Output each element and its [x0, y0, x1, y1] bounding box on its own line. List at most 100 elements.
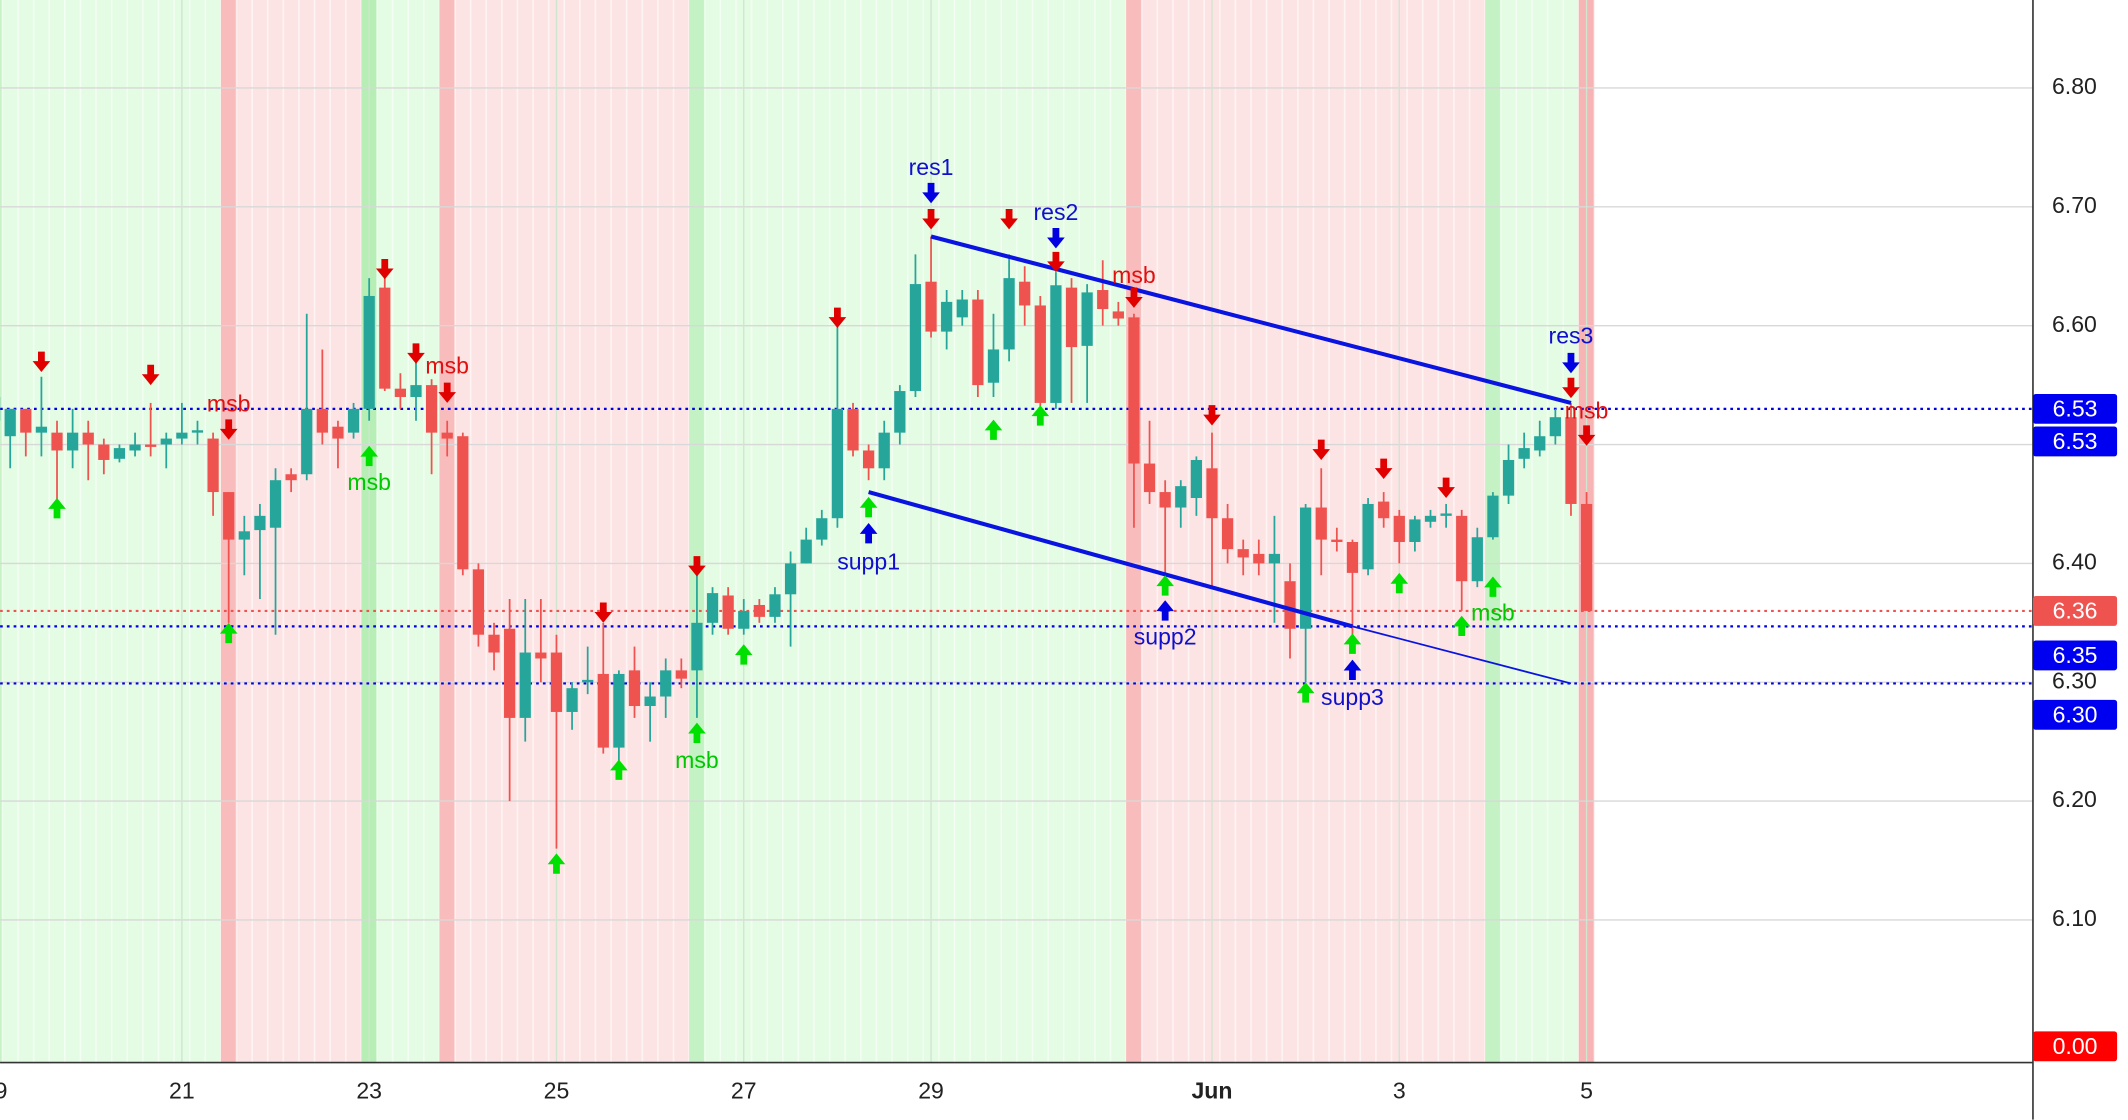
y-tick-label: 6.70: [2052, 192, 2097, 218]
candle-body: [644, 696, 656, 707]
signal-arrow: [1156, 575, 1174, 596]
candle-body: [379, 287, 391, 389]
candle-body: [223, 492, 235, 540]
candle-body: [191, 430, 204, 433]
candle-body: [1456, 515, 1468, 582]
candle-body: [1081, 292, 1093, 346]
annotation-label: supp1: [837, 548, 900, 574]
candle-body: [4, 408, 16, 437]
x-tick-label: 27: [731, 1078, 757, 1104]
candle-body: [894, 391, 906, 433]
signal-arrow: [859, 496, 878, 518]
candle-body: [941, 301, 953, 332]
candle-body: [1190, 459, 1203, 499]
annotation-label: msb: [1112, 262, 1156, 288]
candle-body: [972, 299, 984, 386]
candle-body: [1409, 519, 1421, 542]
candle-body: [51, 432, 63, 451]
candle-body: [1221, 518, 1234, 550]
trend-line: [930, 234, 1572, 405]
signal-arrow: [219, 622, 238, 644]
candle-body: [1331, 539, 1343, 542]
candle-body: [987, 349, 1000, 383]
candle-body: [1346, 541, 1359, 573]
x-tick-label: 3: [1393, 1078, 1406, 1104]
candle-body: [1253, 553, 1265, 564]
signal-arrow: [1343, 659, 1362, 681]
candle-body: [597, 673, 609, 748]
candle-body: [722, 595, 734, 629]
signal-arrow: [688, 722, 706, 744]
annotation-label: msb: [675, 747, 719, 773]
candle-body: [82, 432, 94, 445]
y-tick-label: 6.10: [2052, 905, 2097, 931]
signal-arrow: [438, 382, 457, 403]
signal-arrow: [610, 759, 628, 780]
candle-body: [285, 474, 297, 481]
candle-body: [1159, 492, 1171, 508]
x-tick-label: 19: [0, 1078, 7, 1104]
candle-body: [1580, 503, 1593, 611]
candle-body: [1175, 486, 1187, 508]
candle-body: [332, 426, 344, 439]
candle-body: [160, 438, 172, 445]
candle-body: [675, 670, 687, 679]
annotation-label: msb: [1471, 600, 1515, 626]
candle-body: [457, 436, 469, 570]
price-badge-label: 6.36: [2053, 597, 2098, 623]
y-tick-label: 6.30: [2052, 667, 2097, 693]
signal-arrow: [407, 343, 425, 364]
candle-body: [1487, 495, 1499, 538]
annotation-label: msb: [207, 390, 251, 416]
y-tick-label: 6.20: [2052, 786, 2097, 812]
signal-arrow: [32, 351, 51, 373]
candle-body: [800, 539, 812, 564]
candle-body: [1440, 513, 1452, 516]
candle-body: [1097, 290, 1109, 310]
candle-body: [1284, 581, 1296, 629]
candle-body: [1050, 285, 1062, 403]
signal-arrow: [1390, 572, 1409, 594]
signal-arrow: [1312, 439, 1331, 460]
candle-body: [316, 408, 328, 433]
annotation-label: res1: [909, 154, 954, 180]
candle-body: [1003, 278, 1015, 350]
candle-body: [1502, 459, 1515, 496]
candle-body: [425, 385, 438, 433]
price-badge: [2032, 426, 2118, 457]
candle-body: [535, 652, 547, 659]
signal-arrow: [1031, 405, 1050, 426]
signal-arrow: [1452, 615, 1471, 637]
annotation-label: supp2: [1134, 623, 1197, 649]
candle-body: [207, 438, 219, 493]
candle-body: [472, 569, 485, 635]
price-badge: [2032, 393, 2118, 424]
x-tick-label: Jun: [1191, 1078, 1232, 1104]
signal-arrow: [375, 258, 394, 280]
candle-body: [410, 385, 422, 397]
price-badge-label: 0.00: [2053, 1033, 2098, 1059]
annotation-label: res2: [1033, 199, 1078, 225]
candle-body: [441, 432, 453, 439]
candle-body: [1565, 417, 1577, 504]
price-badge-label: 6.30: [2053, 701, 2098, 727]
candle-body: [956, 299, 968, 318]
candle-body: [784, 563, 797, 595]
annotation-label: res3: [1549, 323, 1594, 349]
candle-body: [1112, 311, 1124, 319]
candle-body: [878, 432, 890, 469]
candle-body: [613, 673, 625, 748]
plot-area: res1 res2 res3 supp1 supp2 supp3 msb msb msb msb m…: [0, 0, 2033, 1063]
candle-body: [738, 610, 750, 629]
x-tick-label: 23: [356, 1078, 382, 1104]
signal-arrow: [922, 209, 940, 230]
candle-body: [488, 634, 500, 653]
annotation-label: msb: [1565, 398, 1609, 424]
x-tick-label: 25: [544, 1078, 570, 1104]
candle-body: [909, 284, 922, 392]
candle-body: [1300, 507, 1312, 629]
candle-body: [925, 281, 937, 332]
signal-arrow: [48, 498, 66, 519]
